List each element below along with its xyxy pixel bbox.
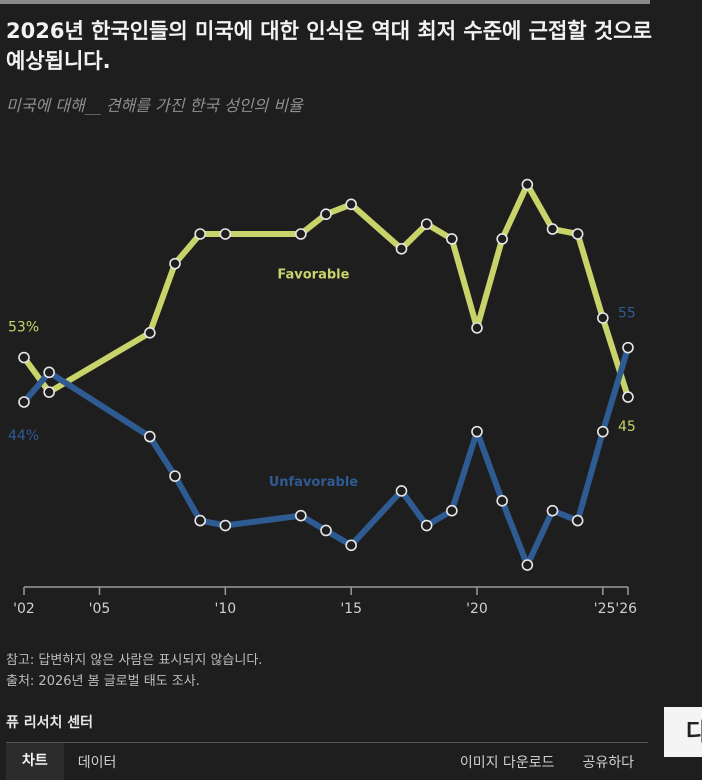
chart-title: 2026년 한국인들의 미국에 대한 인식은 역대 최저 수준에 근접할 것으로… <box>6 19 652 73</box>
favorable-data-point <box>496 233 508 245</box>
favorable-data-point <box>395 243 408 255</box>
unfavorable-data-point <box>446 504 458 517</box>
favorable-series-label: Favorable <box>277 267 349 282</box>
unfavorable-data-point <box>194 514 206 527</box>
notes: 참고: 답변하지 않은 사람은 표시되지 않습니다. 출처: 2026년 봄 글… <box>6 650 262 692</box>
tab-chart[interactable]: 차트 <box>6 743 64 780</box>
favorable-data-point <box>18 351 30 364</box>
unfavorable-last-label: 55 <box>618 306 636 322</box>
favorable-data-point <box>622 391 634 403</box>
unfavorable-data-point <box>546 504 559 517</box>
unfavorable-data-point <box>571 514 584 527</box>
unfavorable-series-label: Unfavorable <box>269 475 359 490</box>
unfavorable-data-point <box>622 341 634 354</box>
unfavorable-data-point <box>219 519 232 532</box>
unfavorable-data-point <box>345 539 357 552</box>
unfavorable-data-point <box>471 425 483 438</box>
favorable-data-point <box>521 178 534 191</box>
x-tick-label: '05 <box>89 601 111 617</box>
favorable-data-point <box>571 228 584 240</box>
unfavorable-data-point <box>144 430 156 443</box>
chart-subtitle: 미국에 대해__ 견해를 가진 한국 성인의 비율 <box>6 96 303 115</box>
unfavorable-data-point <box>420 519 433 532</box>
favorable-data-point <box>43 386 55 398</box>
favorable-data-point <box>420 218 433 230</box>
note-text: 참고: 답변하지 않은 사람은 표시되지 않습니다. <box>6 653 263 668</box>
x-tick-label: '02 <box>13 601 35 617</box>
side-panel-tab[interactable]: 다 <box>664 707 702 757</box>
x-tick-label: '20 <box>466 601 488 617</box>
favorable-data-point <box>320 208 332 221</box>
unfavorable-data-point <box>18 396 30 408</box>
org-name: 퓨 리서치 센터 <box>6 715 94 731</box>
unfavorable-data-point <box>395 485 408 497</box>
unfavorable-data-point <box>521 559 534 571</box>
favorable-data-point <box>597 312 609 324</box>
unfavorable-data-point <box>169 470 181 482</box>
x-tick-label: '25'26 <box>594 601 637 617</box>
favorable-data-point <box>546 223 559 235</box>
x-tick-label: '10 <box>214 601 236 617</box>
unfavorable-data-point <box>43 366 55 379</box>
favorable-first-label: 53% <box>8 320 39 336</box>
top-rule <box>0 0 650 4</box>
favorable-data-point <box>295 228 307 240</box>
tab-data[interactable]: 데이터 <box>77 754 117 771</box>
favorable-data-point <box>446 233 458 245</box>
unfavorable-data-point <box>295 509 307 522</box>
source-text: 출처: 2026년 봄 글로벌 태도 조사. <box>6 674 200 689</box>
unfavorable-data-point <box>320 524 332 537</box>
unfavorable-data-point <box>597 425 609 438</box>
share-button[interactable]: 공유하다 <box>582 754 634 771</box>
favorable-data-point <box>144 327 156 339</box>
line-chart: '02 '05 '10 '15 '20 '25'26 Favorable Unfavorabl… <box>8 178 637 617</box>
favorable-data-point <box>194 228 206 240</box>
favorable-data-point <box>219 228 232 240</box>
x-tick-label: '15 <box>340 601 362 617</box>
favorable-data-point <box>345 198 357 211</box>
download-image-button[interactable]: 이미지 다운로드 <box>459 754 555 771</box>
favorable-last-label: 45 <box>618 419 636 435</box>
bottom-toolbar: 차트 데이터 이미지 다운로드 공유하다 <box>6 742 648 780</box>
unfavorable-data-point <box>496 495 508 507</box>
favorable-data-point <box>471 322 483 334</box>
favorable-data-point <box>169 257 181 270</box>
unfavorable-first-label: 44% <box>8 428 39 444</box>
